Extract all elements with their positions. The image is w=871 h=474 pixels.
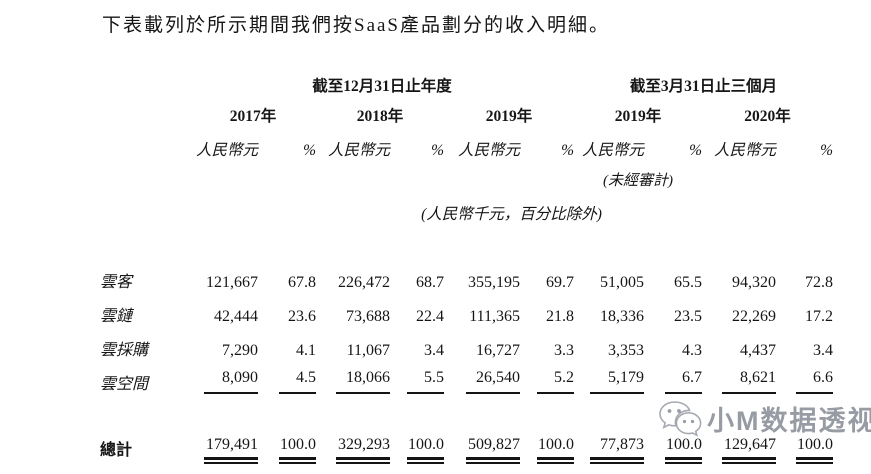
table-cell: 23.6	[288, 308, 316, 325]
table-cell: 67.8	[288, 274, 316, 291]
table-row-yunlian: 雲鏈 42,444 23.6 73,688 22.4 111,365 21.8 …	[100, 292, 833, 326]
table-cell: 3.4	[424, 342, 444, 359]
unit-header-currency: 人民幣元	[582, 142, 645, 159]
table-cell: 18,336	[600, 308, 645, 325]
units-note-row: (人民幣千元，百分比除外)	[100, 190, 833, 224]
total-cell: 100.0	[644, 424, 703, 464]
table-cell: 121,667	[206, 274, 258, 291]
unit-header-currency: 人民幣元	[195, 142, 258, 159]
table-cell: 4.5	[258, 360, 316, 394]
total-cell: 509,827	[444, 424, 520, 464]
saas-revenue-table: 截至12月31日止年度 截至3月31日止三個月 2017年 2018年 2019…	[100, 62, 834, 464]
period-header-annual: 截至12月31日止年度	[312, 78, 452, 95]
table-cell: 69.7	[546, 274, 575, 291]
total-cell: 77,873	[574, 424, 645, 464]
table-cell: 111,365	[469, 308, 520, 325]
units-note: (人民幣千元，百分比除外)	[421, 206, 602, 223]
unit-header-percent: %	[303, 142, 316, 159]
period-header-quarterly: 截至3月31日止三個月	[629, 78, 778, 95]
table-row-total: 總計 179,491 100.0 329,293 100.0 509,827 1…	[100, 424, 834, 464]
period-group-header-row: 截至12月31日止年度 截至3月31日止三個月	[100, 62, 833, 96]
table-cell: 4.3	[682, 342, 703, 359]
year-header-row: 2017年 2018年 2019年 2019年 2020年	[100, 96, 833, 126]
unit-header-currency: 人民幣元	[714, 142, 777, 159]
table-cell: 51,005	[600, 274, 645, 291]
table-cell: 23.5	[674, 308, 703, 325]
table-cell: 8,090	[190, 360, 258, 394]
total-cell: 129,647	[702, 424, 777, 464]
table-row-yunke: 雲客 121,667 67.8 226,472 68.7 355,195 69.…	[100, 258, 833, 292]
table-cell: 94,320	[732, 274, 777, 291]
table-cell: 73,688	[346, 308, 390, 325]
unit-header-row: 人民幣元 % 人民幣元 % 人民幣元 % 人民幣元 % 人民幣元 %	[100, 126, 833, 160]
year-header-2017: 2017年	[229, 108, 277, 125]
table-cell: 22,269	[732, 308, 777, 325]
table-cell: 7,290	[222, 342, 258, 359]
table-cell: 4,437	[740, 342, 777, 359]
total-label: 總計	[100, 442, 133, 459]
unaudited-note: (未經審計)	[603, 173, 674, 189]
year-header-2019: 2019年	[485, 108, 533, 125]
table-cell: 16,727	[476, 342, 520, 359]
table-cell: 11,067	[346, 342, 390, 359]
total-cell: 179,491	[190, 424, 258, 464]
table-cell: 226,472	[338, 274, 390, 291]
total-cell: 100.0	[390, 424, 444, 464]
row-label: 雲鏈	[100, 308, 133, 325]
table-cell: 3.4	[813, 342, 834, 359]
table-cell: 65.5	[674, 274, 703, 291]
total-cell: 100.0	[258, 424, 316, 464]
table-cell: 21.8	[546, 308, 575, 325]
row-label: 雲客	[100, 274, 133, 291]
table-cell: 18,066	[316, 360, 390, 394]
table-cell: 72.8	[805, 274, 834, 291]
table-cell: 26,540	[444, 360, 520, 394]
total-cell: 100.0	[520, 424, 575, 464]
table-cell: 5.5	[390, 360, 444, 394]
row-label: 雲空間	[100, 376, 149, 393]
year-header-2019q1: 2019年	[614, 108, 662, 125]
unit-header-percent: %	[689, 142, 703, 159]
table-cell: 3,353	[608, 342, 645, 359]
unit-header-currency: 人民幣元	[457, 142, 520, 159]
total-cell: 329,293	[316, 424, 390, 464]
table-cell: 8,621	[702, 360, 777, 394]
table-cell: 5,179	[574, 360, 645, 394]
unit-header-percent: %	[820, 142, 834, 159]
table-cell: 68.7	[416, 274, 444, 291]
table-row-yuncaigou: 雲採購 7,290 4.1 11,067 3.4 16,727 3.3 3,35…	[100, 326, 833, 360]
total-cell: 100.0	[776, 424, 834, 464]
table-row-yunkongjian: 雲空間 8,090 4.5 18,066 5.5 26,540 5.2 5,17…	[100, 360, 834, 394]
row-label: 雲採購	[100, 342, 149, 359]
year-header-2020q1: 2020年	[744, 108, 791, 125]
unaudited-note-row: (未經審計)	[100, 160, 833, 190]
year-header-2018: 2018年	[356, 108, 404, 125]
table-caption: 下表載列於所示期間我們按SaaS產品劃分的收入明細。	[102, 15, 611, 36]
table-cell: 3.3	[554, 342, 575, 359]
table-cell: 355,195	[468, 274, 520, 291]
table-cell: 6.6	[776, 360, 834, 394]
table-cell: 6.7	[644, 360, 703, 394]
unit-header-percent: %	[561, 142, 575, 159]
table-cell: 17.2	[805, 308, 834, 325]
unit-header-currency: 人民幣元	[327, 142, 390, 159]
table-cell: 4.1	[296, 342, 316, 359]
table-cell: 5.2	[520, 360, 575, 394]
unit-header-percent: %	[431, 142, 444, 159]
table-cell: 22.4	[416, 308, 444, 325]
table-cell: 42,444	[214, 308, 258, 325]
